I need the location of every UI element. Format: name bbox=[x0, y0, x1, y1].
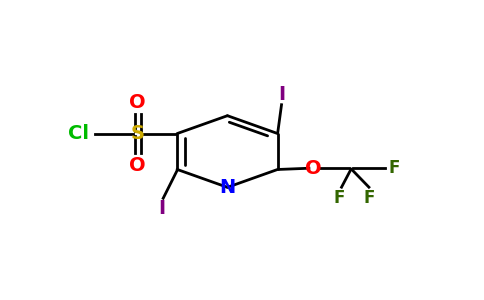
Text: S: S bbox=[131, 124, 145, 143]
Text: N: N bbox=[219, 178, 236, 197]
Text: I: I bbox=[158, 200, 166, 218]
Text: O: O bbox=[129, 155, 146, 175]
Text: F: F bbox=[334, 189, 346, 207]
Text: Cl: Cl bbox=[68, 124, 89, 143]
Text: I: I bbox=[278, 85, 285, 104]
Text: F: F bbox=[389, 159, 400, 177]
Text: F: F bbox=[364, 189, 376, 207]
Text: O: O bbox=[129, 93, 146, 112]
Text: O: O bbox=[305, 159, 322, 178]
